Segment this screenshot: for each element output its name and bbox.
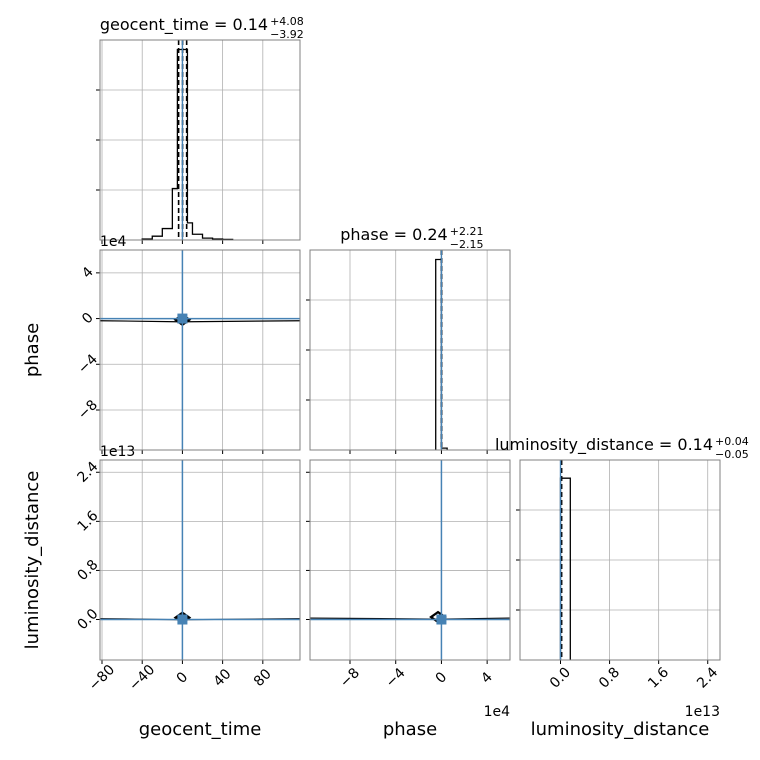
x-tick-label-luminosity_distance: 0.0 <box>547 664 574 691</box>
offset-label-luminosity-distance-x: 1e13 <box>685 704 720 720</box>
panel-phase-luminosity_distance <box>309 459 511 661</box>
y-axis-label-luminosity-distance: luminosity_distance <box>22 471 43 650</box>
marginal-title-geocent_time: geocent_time = 0.14 <box>100 15 268 35</box>
x-tick-label-geocent_time: 0 <box>174 669 192 687</box>
marginal-title-upper-geocent_time: +4.08 <box>270 15 304 28</box>
marginal-title-luminosity_distance: luminosity_distance = 0.14 <box>495 435 713 455</box>
y-tick-label-phase: −4 <box>75 351 101 377</box>
panel-luminosity_distance-luminosity_distance <box>519 459 721 661</box>
x-tick-label-geocent_time: 40 <box>211 666 235 690</box>
x-tick-label-phase: 0 <box>433 669 451 687</box>
marginal-title-upper-phase: +2.21 <box>450 225 484 238</box>
truth-marker <box>177 614 188 625</box>
y-axis-label-phase: phase <box>22 323 43 377</box>
x-axis-label-luminosity-distance: luminosity_distance <box>531 719 710 740</box>
y-tick-label-luminosity_distance: 2.4 <box>74 459 101 486</box>
x-tick-label-luminosity_distance: 2.4 <box>694 664 721 691</box>
y-tick-label-luminosity_distance: 1.6 <box>74 508 101 535</box>
panel-geocent_time-geocent_time <box>99 39 301 241</box>
x-tick-label-luminosity_distance: 0.8 <box>596 664 623 691</box>
x-tick-label-geocent_time: −40 <box>126 662 158 694</box>
marginal-title-upper-luminosity_distance: +0.04 <box>715 435 749 448</box>
y-tick-label-luminosity_distance: 0.8 <box>74 557 101 584</box>
x-tick-label-luminosity_distance: 1.6 <box>645 664 672 691</box>
truth-marker <box>436 614 447 625</box>
x-axis-label-geocent-time: geocent_time <box>139 719 262 740</box>
y-tick-label-phase: 0 <box>79 310 97 328</box>
x-axis-label-phase: phase <box>383 719 437 740</box>
offset-label-phase-x: 1e4 <box>484 704 511 720</box>
marginal-title-lower-geocent_time: −3.92 <box>270 28 304 41</box>
y-tick-label-phase: −8 <box>75 397 101 423</box>
marginal-title-lower-luminosity_distance: −0.05 <box>715 448 749 461</box>
x-tick-label-geocent_time: −80 <box>86 662 118 694</box>
marginal-title-lower-phase: −2.15 <box>450 238 484 251</box>
offset-label-phase-y: 1e4 <box>100 234 127 250</box>
y-tick-label-phase: 4 <box>79 264 97 282</box>
density-ridge <box>99 320 301 323</box>
y-tick-label-luminosity_distance: 0.0 <box>74 606 101 633</box>
truth-marker <box>177 313 188 324</box>
panel-geocent_time-phase <box>99 249 301 451</box>
panel-geocent_time-luminosity_distance <box>99 459 301 661</box>
panel-phase-phase <box>309 249 511 451</box>
x-tick-label-phase: −8 <box>337 665 363 691</box>
x-tick-label-phase: −4 <box>383 665 409 691</box>
x-tick-label-phase: 4 <box>478 669 496 687</box>
x-tick-label-geocent_time: 80 <box>251 666 275 690</box>
marginal-title-phase: phase = 0.24 <box>340 225 447 244</box>
offset-label-luminosity-distance-y: 1e13 <box>100 444 135 460</box>
